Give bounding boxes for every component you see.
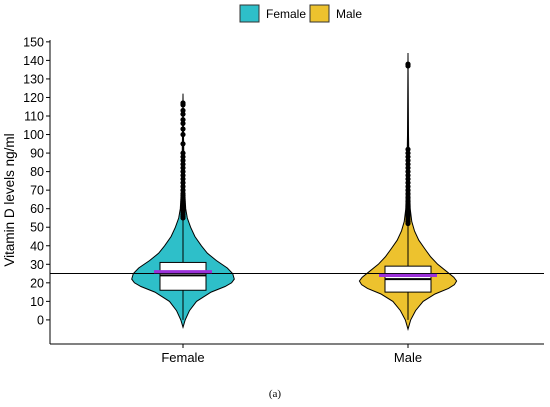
y-axis: 0 10 20 30 40 50 60 70 80 90 100 110 120 130 140 150: [23, 35, 51, 344]
outlier-point: [405, 161, 411, 167]
y-tick-label: 150: [23, 35, 44, 49]
legend-swatch-female: [239, 4, 260, 23]
y-tick-label: 110: [24, 110, 44, 124]
outlier-point: [405, 191, 411, 197]
outlier-point: [405, 202, 411, 208]
y-tick-label: 80: [30, 165, 44, 179]
outlier-point: [180, 107, 186, 114]
violin-group-male: [358, 52, 458, 331]
outlier-point: [180, 126, 186, 132]
outlier-point: [180, 100, 186, 106]
outlier-point: [405, 176, 411, 182]
y-tick-label: 70: [30, 184, 44, 198]
y-tick-label: 100: [23, 128, 44, 142]
outlier-point: [405, 157, 411, 164]
legend-swatch-male: [309, 4, 330, 23]
outlier-point: [405, 169, 411, 175]
outlier-point: [180, 161, 186, 167]
legend-label-male: Male: [336, 7, 362, 21]
outlier-point: [405, 165, 411, 171]
outlier-point: [405, 61, 411, 67]
y-tick-label: 130: [23, 72, 44, 86]
outlier-point: [180, 154, 186, 160]
x-tick-label: Male: [394, 350, 422, 365]
outlier-point: [180, 111, 186, 117]
outlier-point: [405, 183, 411, 190]
y-tick-label: 10: [30, 295, 44, 309]
outlier-point: [405, 146, 411, 152]
y-tick-label: 30: [30, 258, 44, 272]
y-tick-label: 90: [30, 147, 44, 161]
outlier-point: [180, 176, 186, 182]
figure-caption: (a): [268, 388, 282, 400]
y-tick-label: 50: [30, 221, 44, 235]
outlier-point: [180, 157, 186, 164]
legend-label-female: Female: [266, 7, 306, 21]
y-tick-label: 120: [23, 91, 44, 105]
legend: Female Male: [239, 4, 362, 23]
outlier-point: [180, 120, 186, 127]
outlier-point: [180, 183, 186, 190]
outlier-point: [180, 141, 186, 147]
outlier-point: [405, 198, 411, 204]
outlier-point: [180, 172, 186, 178]
violin-chart: Female Male 0 10 20 30 40 50 60 70 80 90 100 110 120 1…: [2, 4, 544, 365]
y-tick-label: 60: [30, 202, 44, 216]
y-axis-title: Vitamin D levels ng/ml: [2, 133, 17, 266]
outlier-point: [180, 187, 186, 193]
outlier-point: [180, 165, 186, 171]
x-axis: Female Male: [50, 343, 544, 365]
outlier-point: [180, 150, 186, 156]
outlier-point: [180, 169, 186, 175]
outlier-point: [405, 187, 411, 193]
outlier-point: [405, 194, 411, 201]
y-tick-label: 140: [23, 54, 44, 68]
x-tick-label: Female: [161, 350, 204, 365]
outlier-point: [180, 131, 186, 138]
outlier-point: [405, 172, 411, 178]
violin-group-female: [131, 93, 235, 330]
y-tick-label: 0: [37, 313, 44, 327]
outlier-point: [405, 180, 411, 186]
outlier-point: [180, 117, 186, 123]
outlier-point: [180, 191, 186, 197]
outlier-point: [180, 180, 186, 186]
plot-area: [50, 52, 544, 331]
y-tick-label: 40: [30, 239, 44, 253]
outlier-point: [405, 150, 411, 156]
y-tick-label: 20: [30, 276, 44, 290]
outlier-point: [405, 154, 411, 160]
